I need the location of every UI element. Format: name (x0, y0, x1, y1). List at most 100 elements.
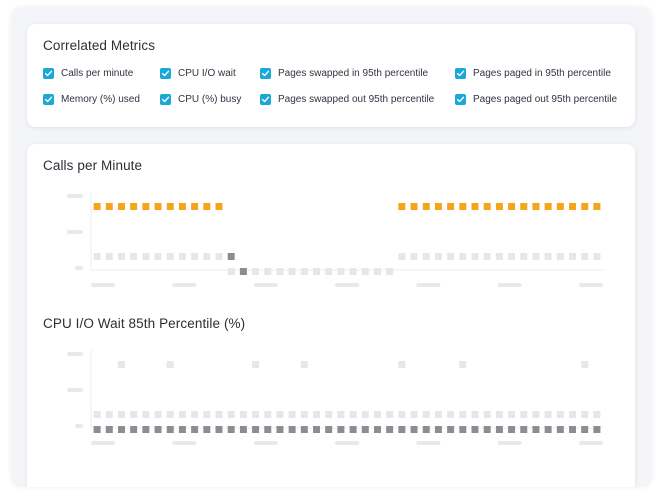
heatmap-cell (556, 203, 564, 210)
heatmap-cell (130, 253, 138, 260)
heatmap-cell (459, 426, 467, 433)
heatmap-cell (422, 426, 430, 433)
heatmap-cell (520, 253, 528, 260)
heatmap-cell (117, 411, 125, 418)
checkbox-checked-icon[interactable] (260, 68, 271, 79)
heatmap-cell (154, 253, 162, 260)
heatmap-cell (325, 411, 333, 418)
heatmap-cell (422, 203, 430, 210)
heatmap-cell (508, 411, 516, 418)
y-tick-label-placeholder (75, 424, 83, 428)
heatmap-cell (508, 253, 516, 260)
heatmap-cell (337, 426, 345, 433)
heatmap-cell (166, 411, 174, 418)
heatmap-cell (154, 426, 162, 433)
heatmap-cell (191, 411, 199, 418)
metric-label: Calls per minute (61, 68, 134, 79)
heatmap-cell (434, 411, 442, 418)
metric-checkbox-memory-used[interactable]: Memory (%) used (43, 94, 140, 105)
checkbox-checked-icon[interactable] (160, 68, 171, 79)
metric-checkbox-pages-swapped-in[interactable]: Pages swapped in 95th percentile (260, 68, 428, 79)
heatmap-cell (252, 268, 260, 275)
metric-checkbox-cpu-busy[interactable]: CPU (%) busy (160, 94, 241, 105)
heatmap-cell (520, 203, 528, 210)
heatmap-cell (142, 411, 150, 418)
metric-label: CPU (%) busy (178, 94, 242, 105)
heatmap-cell (105, 253, 113, 260)
checkbox-checked-icon[interactable] (160, 94, 171, 105)
metric-label: Pages paged in 95th percentile (473, 68, 611, 79)
heatmap-cell (569, 411, 577, 418)
heatmap-cell (495, 411, 503, 418)
heatmap-cell (166, 426, 174, 433)
metric-checkbox-cpu-io-wait[interactable]: CPU I/O wait (160, 68, 236, 79)
heatmap-cell (544, 203, 552, 210)
heatmap-cell (410, 411, 418, 418)
heatmap-cell (398, 411, 406, 418)
checkbox-checked-icon[interactable] (260, 94, 271, 105)
heatmap-cell (459, 253, 467, 260)
heatmap-cell (178, 253, 186, 260)
heatmap-cell (203, 253, 211, 260)
heatmap-cell (117, 253, 125, 260)
heatmap-cell (300, 411, 308, 418)
checkbox-checked-icon[interactable] (455, 68, 466, 79)
heatmap-cell (117, 361, 125, 368)
heatmap-cell (227, 268, 235, 275)
heatmap-cell (313, 411, 321, 418)
heatmap-cell (288, 268, 296, 275)
heatmap-cell (215, 253, 223, 260)
heatmap-cell (581, 203, 589, 210)
metric-checkbox-calls-per-minute[interactable]: Calls per minute (43, 68, 133, 79)
x-tick-label-placeholder (172, 283, 197, 287)
x-tick-label-placeholder (253, 441, 278, 445)
heatmap-cell (434, 426, 442, 433)
checkbox-checked-icon[interactable] (43, 68, 54, 79)
heatmap-cell (276, 426, 284, 433)
heatmap-cell (532, 203, 540, 210)
heatmap-cell (130, 411, 138, 418)
heatmap-cell (252, 361, 260, 368)
heatmap-cell (434, 253, 442, 260)
heatmap-cell (569, 203, 577, 210)
y-tick-label-placeholder (67, 230, 83, 234)
metric-checkbox-pages-swapped-out[interactable]: Pages swapped out 95th percentile (260, 94, 434, 105)
x-tick-label-placeholder (335, 441, 359, 445)
heatmap-cell (593, 203, 601, 210)
heatmap-cell (203, 203, 211, 210)
checkbox-checked-icon[interactable] (455, 94, 466, 105)
heatmap-cell (410, 426, 418, 433)
heatmap-cell (349, 268, 357, 275)
chart-title-cpu-io-wait: CPU I/O Wait 85th Percentile (%) (43, 316, 246, 331)
heatmap-cell (386, 426, 394, 433)
metric-checkbox-pages-paged-in[interactable]: Pages paged in 95th percentile (455, 68, 611, 79)
heatmap-cell (154, 411, 162, 418)
heatmap-cell (349, 411, 357, 418)
heatmap-cell (337, 411, 345, 418)
heatmap-cell (288, 411, 296, 418)
checkbox-checked-icon[interactable] (43, 94, 54, 105)
heatmap-cell (313, 426, 321, 433)
x-tick-label-placeholder (91, 441, 115, 445)
heatmap-cell (313, 268, 321, 275)
heatmap-cell (447, 411, 455, 418)
heatmap-cell (264, 268, 272, 275)
heatmap-cell (166, 253, 174, 260)
heatmap-cell (178, 426, 186, 433)
metric-label: Memory (%) used (61, 94, 140, 105)
heatmap-cell (447, 253, 455, 260)
heatmap-cell (239, 411, 247, 418)
heatmap-cell (520, 426, 528, 433)
cpu-io-wait-chart (67, 350, 603, 445)
chart-title-calls-per-minute: Calls per Minute (43, 158, 143, 173)
heatmap-cell (422, 411, 430, 418)
heatmap-cell (483, 203, 491, 210)
metric-checkbox-pages-paged-out[interactable]: Pages paged out 95th percentile (455, 94, 617, 105)
heatmap-cell (105, 411, 113, 418)
charts-canvas (67, 192, 603, 445)
metric-label: Pages swapped in 95th percentile (278, 68, 429, 79)
heatmap-cell (130, 426, 138, 433)
heatmap-cell (239, 426, 247, 433)
heatmap-cell (105, 426, 113, 433)
heatmap-cell (483, 411, 491, 418)
